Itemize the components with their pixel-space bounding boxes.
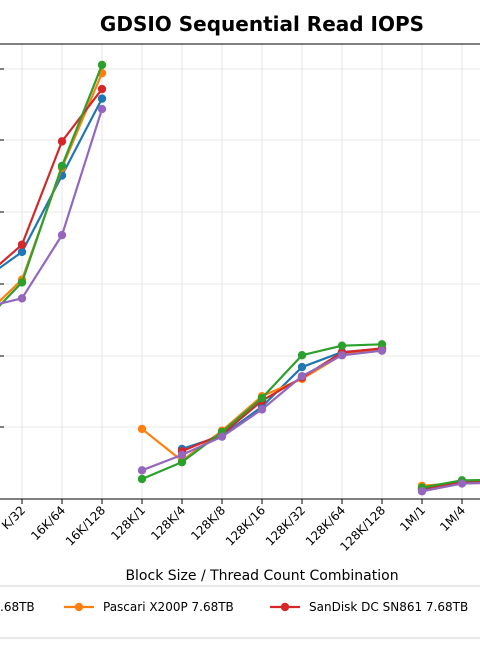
x-tick-label-11: 1M/4 xyxy=(437,503,468,534)
x-tick-label-10: 1M/1 xyxy=(397,503,428,534)
data-point-3-8 xyxy=(337,341,347,350)
grid xyxy=(0,44,480,499)
data-point-1-3 xyxy=(137,424,147,434)
legend-label-2: SanDisk DC SN861 7.68TB xyxy=(309,600,468,614)
x-tick-label-1: 16K/64 xyxy=(28,503,68,543)
data-point-4-4 xyxy=(177,450,187,460)
data-point-4-7 xyxy=(297,371,307,381)
data-point-0-2 xyxy=(97,94,107,103)
chart-title: GDSIO Sequential Read IOPS xyxy=(100,12,424,36)
data-point-4-0 xyxy=(17,294,27,303)
series-0 xyxy=(0,94,480,494)
x-tick-label-6: 128K/16 xyxy=(223,503,268,548)
data-point-2-0 xyxy=(17,240,27,249)
data-point-3-7 xyxy=(297,351,307,360)
data-point-2-2 xyxy=(97,84,107,94)
series-line-0 xyxy=(0,98,480,491)
x-tick-label-2: 16K/128 xyxy=(63,503,108,548)
axes xyxy=(0,43,480,504)
data-point-3-0 xyxy=(17,278,27,287)
series-line-2 xyxy=(0,88,480,490)
data-point-2-1 xyxy=(57,137,67,146)
x-tick-label-3: 128K/1 xyxy=(108,503,148,543)
data-point-0-0 xyxy=(17,247,27,257)
data-point-3-4 xyxy=(177,457,187,467)
series-4 xyxy=(0,104,480,496)
legend: .68TB Pascari X200P 7.68TB SanDisk DC SN86… xyxy=(0,585,480,639)
x-tick-label-5: 128K/8 xyxy=(188,503,228,543)
data-point-3-2 xyxy=(97,60,107,70)
data-point-4-3 xyxy=(137,466,147,475)
series-line-4 xyxy=(0,108,480,493)
legend-label-1: Pascari X200P 7.68TB xyxy=(103,600,234,614)
data-point-0-7 xyxy=(297,362,307,372)
legend-box xyxy=(0,585,480,639)
data-point-3-3 xyxy=(137,474,147,484)
data-point-4-2 xyxy=(97,104,107,114)
x-tick-label-7: 128K/32 xyxy=(263,503,308,548)
data-point-4-1 xyxy=(57,230,67,240)
x-axis-label: Block Size / Thread Count Combination xyxy=(125,568,398,584)
data-point-4-5 xyxy=(217,432,227,441)
data-point-4-10 xyxy=(417,487,427,496)
x-tick-label-4: 128K/4 xyxy=(148,503,188,543)
legend-label-0: .68TB xyxy=(0,600,35,614)
legend-marker-2 xyxy=(280,602,290,612)
legend-marker-1 xyxy=(74,602,84,612)
data-point-3-9 xyxy=(377,340,387,349)
data-point-4-9 xyxy=(377,346,387,355)
data-point-3-1 xyxy=(57,161,67,171)
data-point-4-8 xyxy=(337,351,347,360)
data-point-3-6 xyxy=(257,393,267,403)
series-layer xyxy=(0,60,480,496)
data-point-4-6 xyxy=(257,405,267,414)
x-tick-label-0: K/32 xyxy=(0,503,28,532)
data-point-4-11 xyxy=(457,479,467,488)
